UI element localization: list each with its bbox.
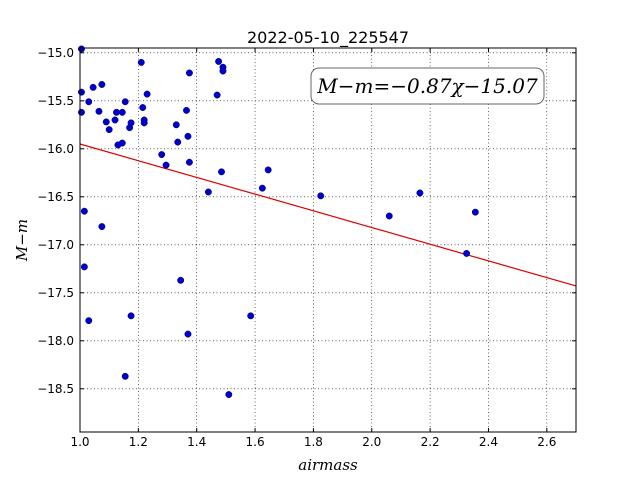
data-point	[185, 158, 193, 166]
data-point	[127, 312, 135, 320]
x-tick-label: 1.4	[187, 435, 206, 449]
data-point	[85, 98, 93, 106]
y-tick-label: −17.0	[37, 238, 74, 252]
data-point	[204, 188, 212, 196]
data-point	[258, 184, 266, 192]
y-tick-label: −15.0	[37, 46, 74, 60]
data-point	[143, 90, 151, 98]
fit-line	[79, 143, 577, 287]
data-point	[127, 119, 135, 127]
fit-equation-annotation: M−m=−0.87χ−15.07	[316, 74, 538, 98]
plot-area	[80, 48, 576, 432]
data-point	[78, 45, 85, 53]
data-point	[78, 88, 85, 96]
data-point	[463, 249, 471, 257]
data-point	[121, 98, 129, 106]
x-tick-labels: 1.0 1.2 1.4 1.6 1.8 2.0 2.2 2.4 2.6	[70, 435, 556, 449]
y-axis-label: M−m	[13, 219, 31, 262]
y-tick-label: −16.5	[37, 190, 74, 204]
data-point	[185, 69, 193, 77]
x-tick-label: 1.6	[246, 435, 265, 449]
data-point	[172, 121, 180, 129]
data-point	[213, 91, 221, 99]
y-tick-labels: −15.0 −15.5 −16.0 −16.5 −17.0 −17.5 −18.0 −18.5	[37, 46, 74, 396]
data-point	[95, 107, 103, 115]
data-point	[78, 108, 85, 116]
x-tick-label: 2.0	[362, 435, 381, 449]
data-points	[78, 45, 479, 399]
data-point	[158, 151, 166, 159]
data-point	[121, 372, 129, 380]
y-tick-label: −17.5	[37, 286, 74, 300]
data-point	[118, 139, 126, 147]
data-point	[105, 126, 113, 134]
x-tick-label: 1.8	[304, 435, 323, 449]
data-point	[98, 81, 106, 88]
y-tick-label: −16.0	[37, 142, 74, 156]
data-point	[264, 166, 272, 174]
plot-frame	[79, 47, 577, 433]
data-point	[184, 132, 192, 140]
data-point	[80, 207, 88, 215]
x-tick-label: 2.2	[421, 435, 440, 449]
annotation-box: M−m=−0.87χ−15.07	[310, 67, 545, 105]
data-point	[80, 263, 88, 271]
data-point	[162, 161, 170, 169]
data-point	[139, 104, 147, 111]
data-point	[225, 391, 233, 399]
data-point	[118, 108, 126, 116]
data-point	[219, 67, 227, 75]
data-point	[85, 317, 93, 325]
data-point	[183, 106, 190, 114]
x-tick-label: 2.6	[537, 435, 556, 449]
data-point	[137, 58, 145, 66]
data-point	[174, 138, 182, 146]
data-point	[416, 189, 424, 197]
data-point	[317, 192, 325, 200]
fit-line-layer	[79, 143, 577, 287]
chart-title: 2022-05-10_225547	[247, 28, 409, 48]
annotation-frame	[310, 67, 545, 105]
data-point	[247, 312, 255, 320]
data-point	[98, 223, 106, 231]
data-point	[111, 116, 119, 124]
y-tick-label: −18.5	[37, 382, 74, 396]
data-point	[177, 276, 185, 284]
y-tick-label: −18.0	[37, 334, 74, 348]
x-tick-label: 1.2	[129, 435, 148, 449]
x-axis-label: airmass	[298, 456, 358, 474]
data-point	[218, 168, 225, 176]
data-point	[102, 118, 110, 126]
data-point	[184, 330, 192, 338]
data-point	[113, 108, 120, 116]
axis-ticks	[79, 48, 576, 432]
data-point	[385, 212, 393, 220]
data-point	[89, 83, 97, 91]
data-point	[140, 119, 148, 127]
data-point	[215, 57, 223, 65]
y-tick-label: −15.5	[37, 94, 74, 108]
data-point	[471, 208, 479, 216]
x-tick-label: 1.0	[70, 435, 89, 449]
x-tick-label: 2.4	[479, 435, 498, 449]
